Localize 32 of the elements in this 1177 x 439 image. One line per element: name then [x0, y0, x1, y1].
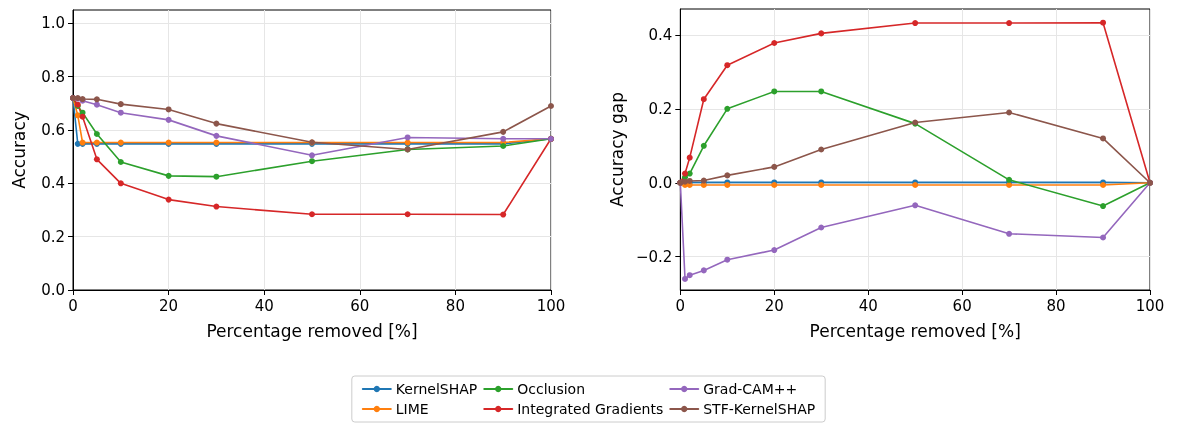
legend-label: LIME — [395, 401, 429, 417]
legend-label: STF-KernelSHAP — [703, 401, 816, 417]
y-tick-label: 0.8 — [41, 67, 65, 86]
y-tick-label: 0.4 — [648, 25, 673, 44]
y-tick-label: 0.2 — [648, 99, 673, 118]
x-tick-label: 60 — [350, 296, 370, 315]
x-tick-label: 100 — [536, 296, 566, 315]
x-axis-title: Percentage removed [%] — [206, 320, 418, 341]
x-axis-title: Percentage removed [%] — [809, 320, 1021, 341]
x-tick-label: 60 — [952, 296, 972, 315]
legend-label: KernelSHAP — [395, 381, 478, 397]
x-tick-label: 80 — [1046, 296, 1066, 315]
y-tick-label: 1.0 — [41, 14, 65, 33]
y-axis-title: Accuracy gap — [606, 91, 627, 208]
legend-label: Integrated Gradients — [517, 401, 664, 417]
y-tick-label: 0.6 — [41, 121, 65, 139]
legend-label: Occlusion — [517, 381, 586, 397]
x-tick-label: 40 — [858, 296, 878, 315]
x-tick-label: 0 — [675, 296, 686, 315]
y-tick-label: 0.2 — [41, 227, 65, 246]
y-tick-label: 0.0 — [41, 281, 65, 299]
x-tick-label: 80 — [445, 296, 465, 315]
x-tick-label: 0 — [68, 296, 78, 315]
x-tick-label: 20 — [159, 296, 179, 315]
y-tick-label: −0.2 — [635, 247, 673, 266]
x-tick-label: 40 — [254, 296, 274, 315]
x-tick-label: 20 — [764, 296, 784, 315]
y-axis-title: Accuracy — [8, 111, 29, 189]
x-tick-label: 100 — [1135, 296, 1165, 315]
legend-label: Grad-CAM++ — [703, 381, 798, 397]
y-tick-label: 0.0 — [648, 173, 673, 192]
y-tick-label: 0.4 — [41, 174, 65, 193]
